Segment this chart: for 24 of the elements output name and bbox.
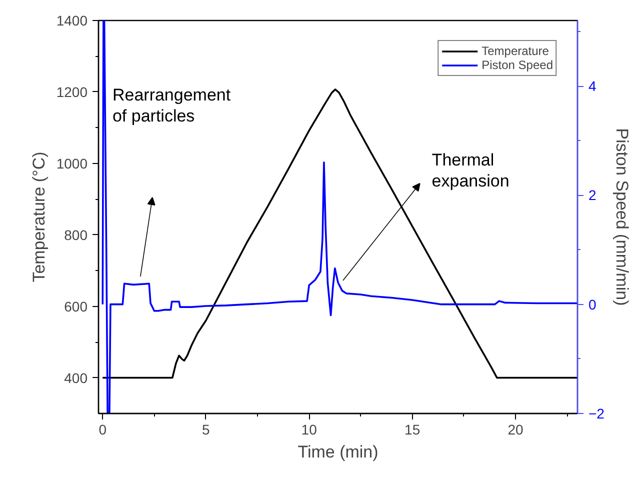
y-tick-label: 1400: [56, 12, 88, 28]
y-tick-label: 400: [64, 370, 88, 386]
line-series: [102, 20, 578, 414]
legend-label: Piston Speed: [482, 58, 553, 72]
y2-axis-title: Piston Speed (mm/min): [612, 128, 632, 306]
x-axis-title: Time (min): [298, 442, 378, 462]
x-tick-label: 20: [508, 422, 524, 438]
x-tick-label: 0: [98, 422, 107, 438]
annotation: Rearrangement of particles: [112, 86, 231, 126]
y2-tick-label: 4: [588, 78, 596, 94]
x-tick-label: 5: [202, 422, 210, 438]
x-tick-label: 10: [301, 422, 318, 438]
y2-tick-label: −2: [588, 406, 605, 422]
y2-tick-label: 0: [588, 296, 596, 312]
line-series: [102, 88, 578, 379]
y-axis-title: Temperature (°C): [29, 152, 48, 282]
y-tick-label: 1200: [56, 84, 88, 100]
y2-tick-label: 2: [588, 187, 596, 204]
y-tick-label: 1000: [56, 155, 88, 172]
y-tick-label: 600: [64, 298, 88, 314]
legend-label: Temperature: [482, 44, 549, 58]
annotation: Thermal expansion: [432, 150, 510, 190]
y-tick-label: 800: [64, 226, 88, 243]
x-tick-label: 15: [404, 422, 420, 438]
